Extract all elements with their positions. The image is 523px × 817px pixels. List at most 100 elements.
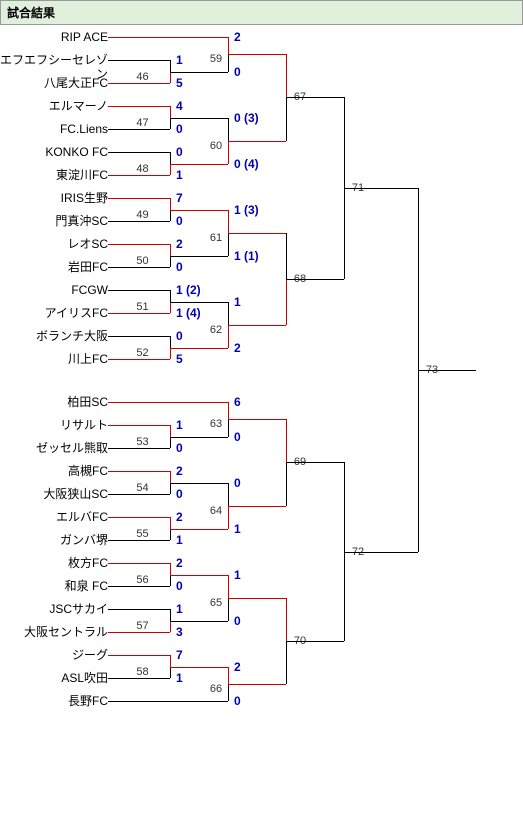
bracket-line (108, 632, 170, 633)
score: 0 (176, 122, 216, 136)
score: 3 (176, 625, 216, 639)
bracket-line (286, 462, 344, 463)
bracket-line (170, 655, 171, 667)
match-number: 57 (131, 620, 155, 632)
bracket-line (286, 641, 344, 642)
match-number: 54 (131, 482, 155, 494)
bracket-line (108, 129, 170, 130)
team-label: ガンバ堺 (0, 533, 111, 547)
bracket-line (108, 609, 170, 610)
match-number: 53 (131, 436, 155, 448)
match-number: 50 (131, 255, 155, 267)
bracket-line (228, 325, 229, 348)
bracket-line (170, 621, 171, 633)
bracket-line (170, 437, 228, 438)
bracket-line (170, 575, 228, 576)
match-number: 47 (131, 117, 155, 129)
bracket-line (228, 233, 286, 234)
team-label: 八尾大正FC (0, 76, 111, 90)
bracket-line (108, 701, 228, 702)
page-title: 試合結果 (0, 0, 523, 25)
bracket-line (228, 575, 229, 598)
score: 2 (176, 556, 216, 570)
team-label: ASL吹田 (0, 671, 111, 685)
score: 0 (3) (234, 111, 274, 125)
score: 1 (234, 522, 274, 536)
bracket-line (170, 244, 171, 256)
bracket-line (228, 325, 286, 326)
bracket-line (170, 164, 228, 165)
match-number: 65 (206, 597, 226, 609)
team-label: ボランチ大阪 (0, 329, 111, 343)
team-label: 長野FC (0, 694, 111, 708)
bracket-line (228, 506, 229, 529)
team-label: 岩田FC (0, 260, 111, 274)
match-number: 56 (131, 574, 155, 586)
team-label: JSCサカイ (0, 602, 111, 616)
bracket-line (108, 494, 170, 495)
bracket-line (170, 72, 171, 84)
score: 0 (176, 260, 216, 274)
bracket-line (170, 517, 171, 529)
bracket-line (170, 72, 228, 73)
bracket-line (170, 256, 228, 257)
bracket-line (108, 586, 170, 587)
team-label: FC.Liens (0, 122, 111, 136)
bracket-line (170, 563, 171, 575)
bracket-line (286, 97, 344, 98)
bracket-line (170, 164, 171, 176)
bracket-line (108, 152, 170, 153)
match-number: 64 (206, 505, 226, 517)
bracket-line (286, 279, 287, 325)
bracket-line (170, 198, 171, 210)
bracket-line (108, 267, 170, 268)
bracket-line (108, 60, 170, 61)
match-number: 63 (206, 418, 226, 430)
bracket-line (228, 141, 229, 164)
bracket-line (228, 210, 229, 233)
bracket-line (108, 655, 170, 656)
bracket-line (108, 198, 170, 199)
bracket-line (170, 106, 171, 118)
team-label: 門真沖SC (0, 214, 111, 228)
score: 1 (176, 168, 216, 182)
match-number: 61 (206, 232, 226, 244)
bracket-line (170, 118, 228, 119)
team-label: レオSC (0, 237, 111, 251)
match-number: 62 (206, 324, 226, 336)
score: 4 (176, 99, 216, 113)
bracket-line (286, 279, 344, 280)
score: 2 (234, 30, 274, 44)
team-label: 枚方FC (0, 556, 111, 570)
match-number: 73 (422, 364, 442, 376)
score: 2 (234, 660, 274, 674)
match-number: 55 (131, 528, 155, 540)
team-label: 柏田SC (0, 395, 111, 409)
bracket-line (108, 336, 170, 337)
score: 0 (234, 430, 274, 444)
team-label: IRIS生野 (0, 191, 111, 205)
bracket-line (108, 290, 170, 291)
bracket-line (228, 684, 286, 685)
team-label: 和泉 FC (0, 579, 111, 593)
team-label: ゼッセル熊取 (0, 441, 111, 455)
match-number: 48 (131, 163, 155, 175)
score: 0 (4) (234, 157, 274, 171)
bracket-line (228, 667, 229, 684)
match-number: 66 (206, 683, 226, 695)
score: 7 (176, 648, 216, 662)
score: 1 (1) (234, 249, 274, 263)
score: 0 (234, 476, 274, 490)
bracket-line (170, 529, 228, 530)
score: 0 (234, 614, 274, 628)
team-label: 大阪狭山SC (0, 487, 111, 501)
bracket-line (108, 402, 228, 403)
bracket-line (108, 37, 228, 38)
bracket-line (170, 210, 228, 211)
bracket-line (108, 359, 170, 360)
score: 1 (176, 533, 216, 547)
bracket-line (170, 667, 228, 668)
bracket-line (108, 448, 170, 449)
match-number: 59 (206, 53, 226, 65)
score: 1 (234, 295, 274, 309)
